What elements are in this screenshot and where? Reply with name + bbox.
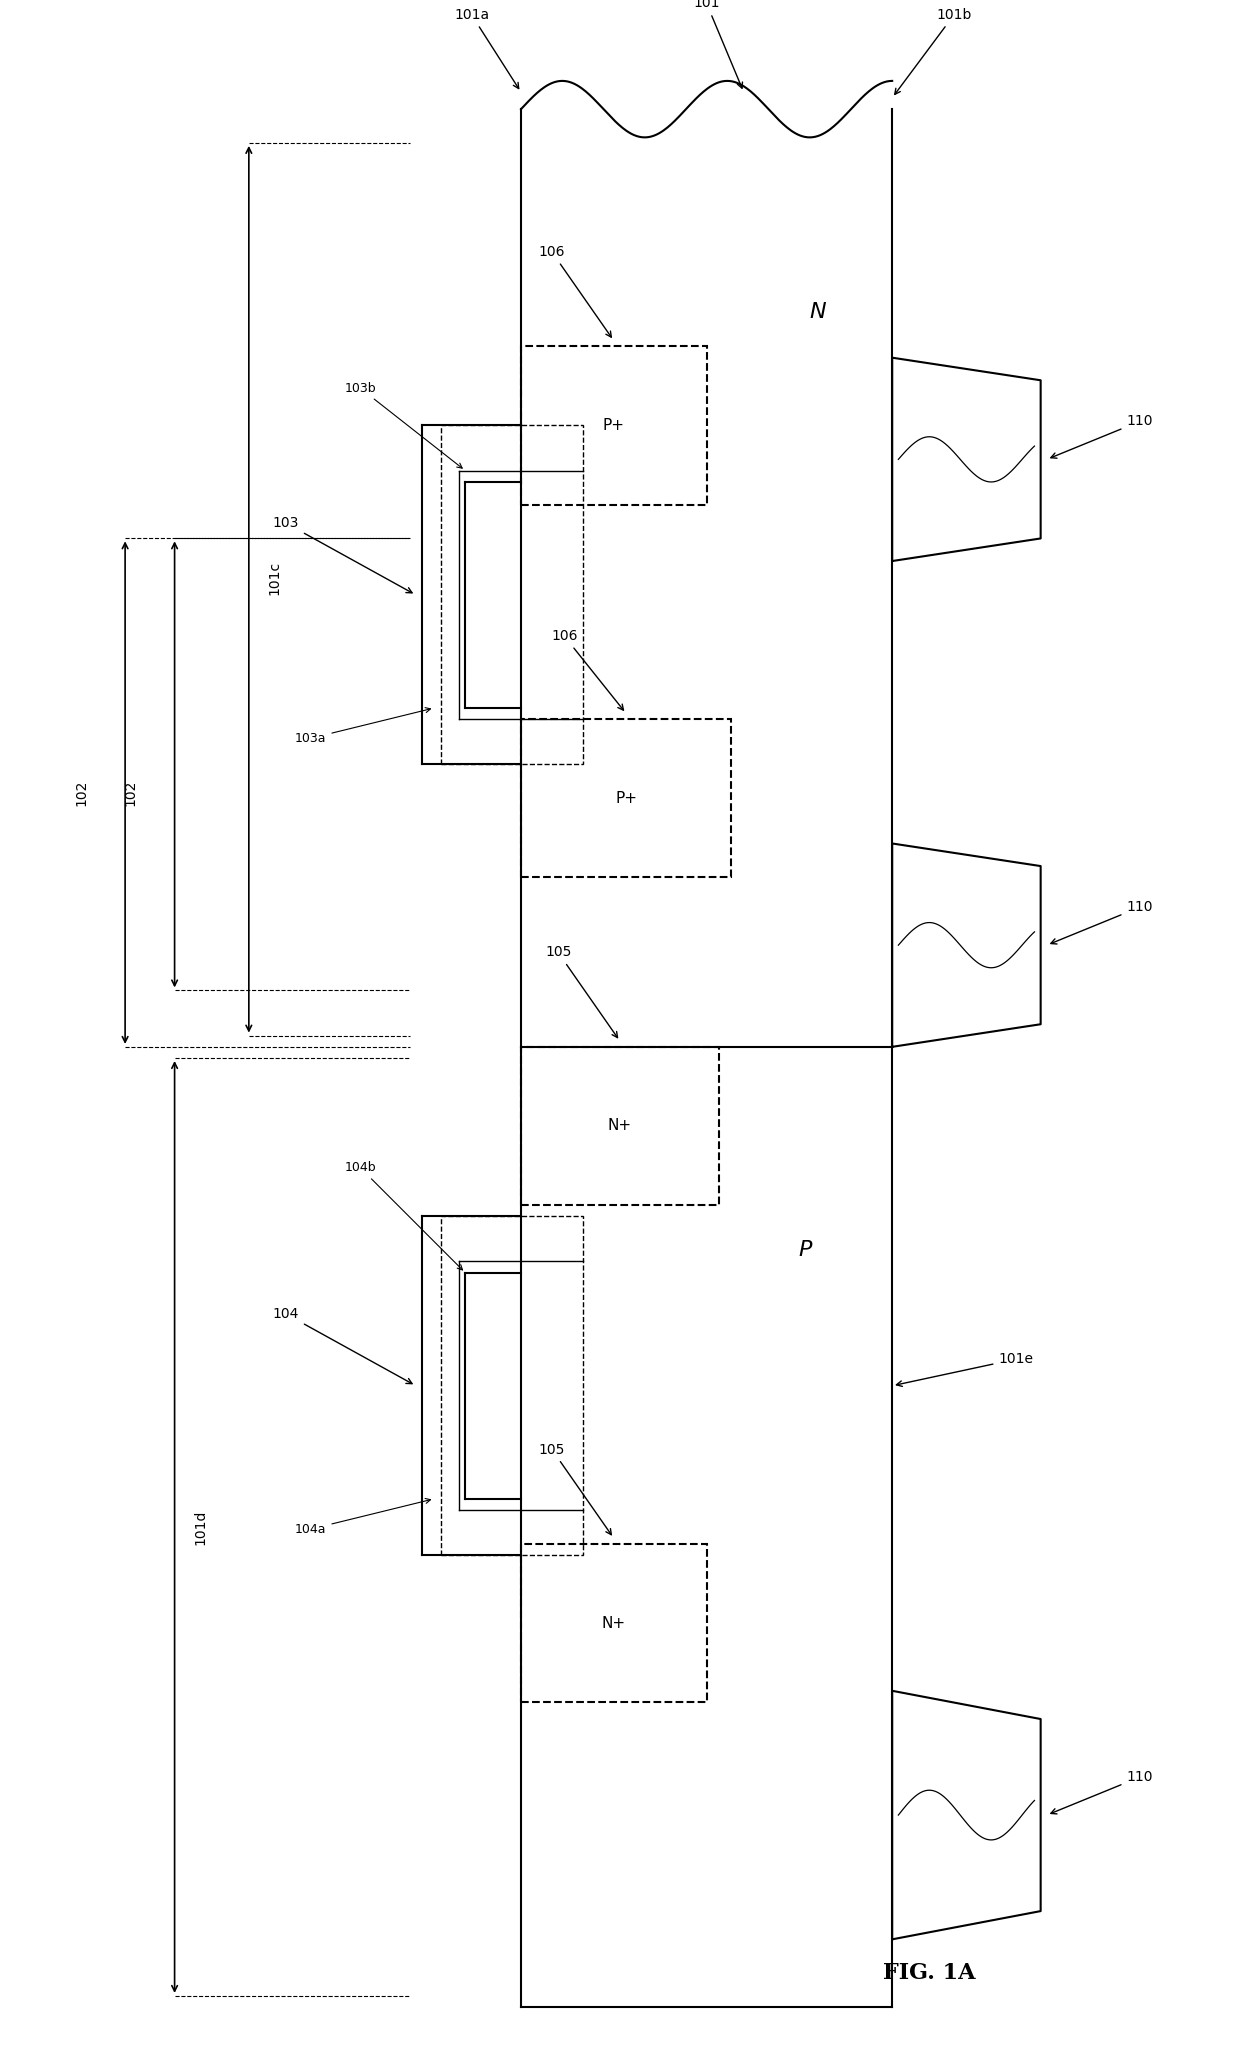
Text: 101b: 101b bbox=[895, 8, 972, 95]
Text: 102: 102 bbox=[74, 779, 88, 805]
Text: 101c: 101c bbox=[268, 562, 281, 595]
Text: 101a: 101a bbox=[454, 8, 518, 89]
Text: P: P bbox=[799, 1241, 812, 1260]
Text: P+: P+ bbox=[603, 417, 625, 434]
Text: N+: N+ bbox=[608, 1119, 632, 1134]
Text: N+: N+ bbox=[601, 1615, 626, 1631]
Text: 101e: 101e bbox=[897, 1353, 1033, 1386]
Text: 101d: 101d bbox=[193, 1510, 207, 1545]
Text: 105: 105 bbox=[538, 1443, 611, 1534]
Text: 101: 101 bbox=[693, 0, 743, 89]
Text: N: N bbox=[810, 301, 826, 322]
Text: 102: 102 bbox=[124, 779, 138, 805]
Text: 105: 105 bbox=[544, 946, 618, 1037]
Text: 110: 110 bbox=[1050, 415, 1153, 458]
Text: FIG. 1A: FIG. 1A bbox=[883, 1962, 976, 1984]
Text: 106: 106 bbox=[538, 246, 611, 337]
Text: 103: 103 bbox=[273, 516, 412, 593]
Text: 103b: 103b bbox=[345, 382, 463, 469]
Text: 110: 110 bbox=[1050, 1770, 1153, 1813]
Bar bbox=[521, 1047, 719, 1206]
Bar bbox=[521, 719, 732, 878]
Bar bbox=[521, 1545, 707, 1702]
Text: 103a: 103a bbox=[295, 708, 430, 745]
Text: 106: 106 bbox=[551, 630, 624, 710]
Text: 110: 110 bbox=[1050, 900, 1153, 944]
Text: 104b: 104b bbox=[345, 1161, 463, 1270]
Text: P+: P+ bbox=[615, 791, 637, 805]
Bar bbox=[521, 347, 707, 504]
Text: 104: 104 bbox=[273, 1307, 412, 1384]
Text: 104a: 104a bbox=[295, 1499, 430, 1536]
